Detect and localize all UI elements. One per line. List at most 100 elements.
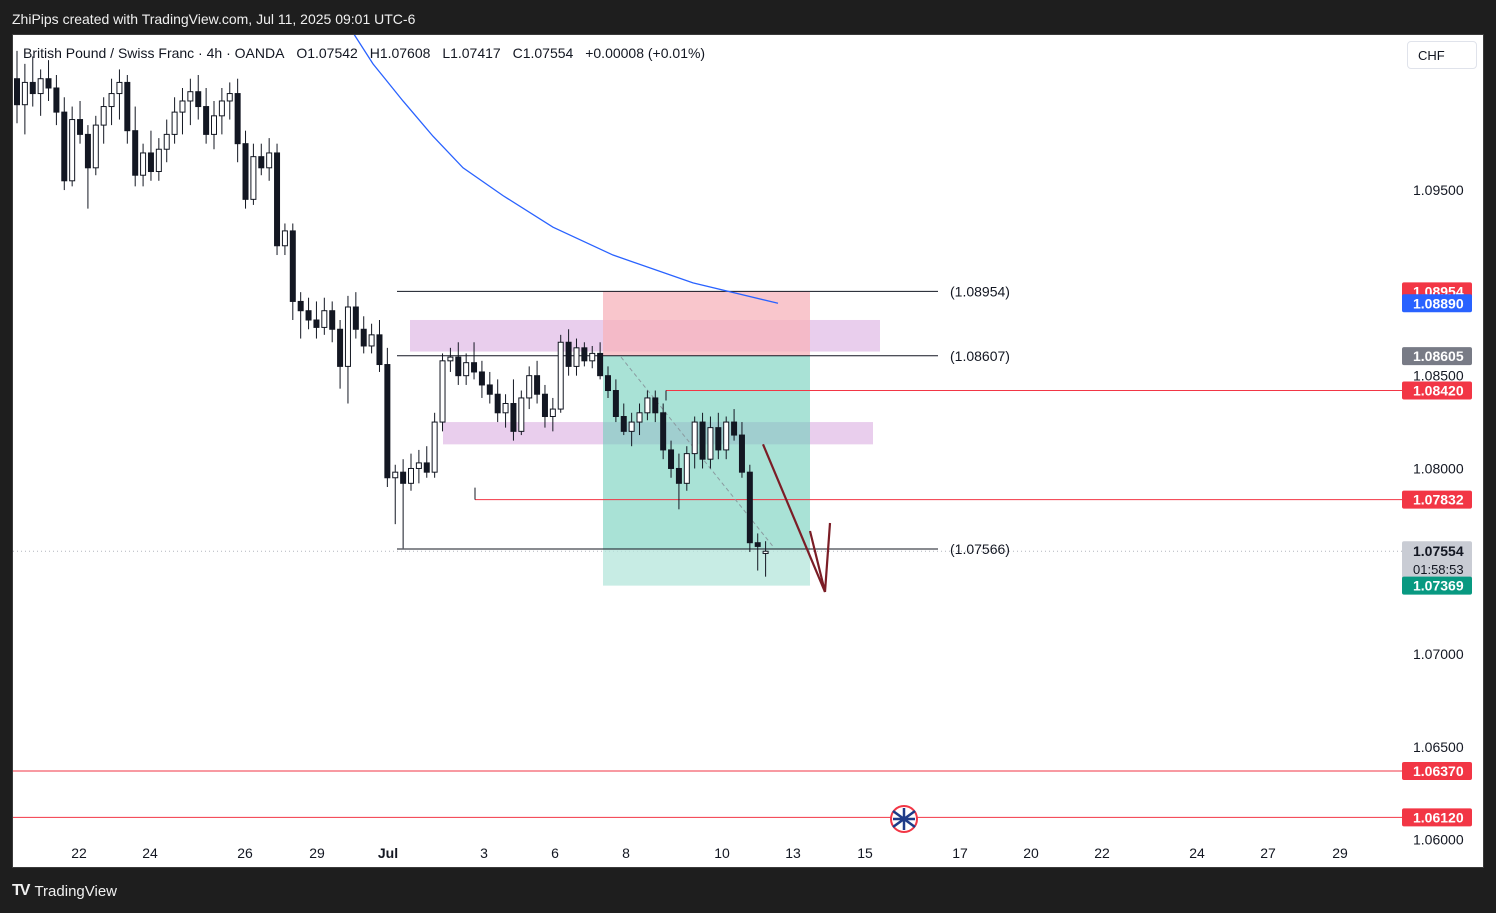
price-tag <box>1402 490 1472 509</box>
candle-body <box>652 397 659 414</box>
y-axis-tick-label: 1.06500 <box>1413 739 1464 755</box>
x-axis-tick-label: 24 <box>142 845 158 861</box>
candle-body <box>447 356 454 362</box>
candle-body <box>53 87 60 113</box>
candle-body <box>226 93 233 102</box>
candle-body <box>636 412 643 423</box>
candle-body <box>612 390 619 418</box>
candle-body <box>289 230 296 302</box>
countdown-label: 01:58:53 <box>1413 562 1464 577</box>
candle-body <box>675 467 682 484</box>
candle-body <box>360 328 367 347</box>
candle-body <box>668 449 675 469</box>
candle-body <box>534 375 541 395</box>
candle-body <box>486 384 493 395</box>
candle-body <box>620 416 627 432</box>
price-tag-label: 1.08420 <box>1413 383 1464 399</box>
candle-body <box>762 550 769 554</box>
symbol-legend: British Pound / Swiss Franc · 4h · OANDA… <box>23 45 713 61</box>
ohlc-high: H1.07608 <box>369 45 431 61</box>
candle-body <box>494 393 501 414</box>
candle-body <box>329 310 336 330</box>
projection-arrowhead <box>808 522 832 593</box>
candle-body <box>124 81 131 132</box>
x-axis-tick-label: 27 <box>1260 845 1276 861</box>
candle-body <box>439 360 446 423</box>
candle-body <box>37 78 44 95</box>
candle-body <box>597 352 604 377</box>
price-tag-label: 1.08605 <box>1413 348 1464 364</box>
candle-body <box>21 81 28 106</box>
symbol-name[interactable]: British Pound / Swiss Franc · 4h · OANDA <box>23 45 285 61</box>
candle-body <box>187 91 194 102</box>
candle-body <box>431 421 438 473</box>
price-tag-label: 1.07554 <box>1413 543 1464 559</box>
tradingview-logo-text: TradingView <box>34 882 117 900</box>
chart-pane[interactable]: (1.08954) (1.08607) (1.07566) 1.09500 1.0850… <box>12 34 1484 868</box>
candle-body <box>132 130 139 176</box>
candle-body <box>581 347 588 362</box>
tradingview-logo[interactable]: TV TradingView <box>12 882 117 900</box>
candle-body <box>510 403 517 432</box>
publisher-caption: ZhiPips created with TradingView.com, Ju… <box>12 11 416 27</box>
ohlc-low: L1.07417 <box>442 45 501 61</box>
candle-body <box>305 310 312 321</box>
y-axis-tick-label: 1.08500 <box>1413 368 1464 384</box>
candle-body <box>69 119 76 182</box>
candle-body <box>526 375 533 399</box>
level-label: (1.07566) <box>950 541 1010 557</box>
level-label: (1.08954) <box>950 283 1010 299</box>
candle-body <box>45 78 52 89</box>
candle-body <box>179 100 186 113</box>
candle-body <box>195 91 202 108</box>
y-axis-tick-label: 1.09500 <box>1413 182 1464 198</box>
candle-body <box>116 81 123 95</box>
ohlc-open: O1.07542 <box>296 45 358 61</box>
price-tag <box>1402 808 1472 827</box>
x-axis-tick-label: 10 <box>714 845 730 861</box>
currency-button[interactable]: CHF <box>1407 41 1477 69</box>
candle-body <box>274 152 281 247</box>
candle-body <box>557 341 564 410</box>
x-axis-tick-label: 22 <box>71 845 87 861</box>
ohlc-close: C1.07554 <box>512 45 574 61</box>
candle-body <box>242 143 249 200</box>
candle-body <box>423 462 430 473</box>
candle-body <box>731 421 738 436</box>
price-chart-svg[interactable]: (1.08954) (1.08607) (1.07566) 1.09500 1.0850… <box>13 35 1483 867</box>
candle-body <box>707 427 714 460</box>
tradingview-logo-icon: TV <box>12 882 31 899</box>
x-axis-tick-label: 22 <box>1094 845 1110 861</box>
candle-body <box>660 412 667 451</box>
candle-body <box>518 397 525 432</box>
price-tag <box>1402 381 1472 400</box>
price-tag-label: 1.08890 <box>1413 295 1464 311</box>
x-axis-tick-label: 20 <box>1023 845 1039 861</box>
candle-body <box>408 467 414 484</box>
candle-body <box>628 421 635 432</box>
candle-body <box>108 93 115 108</box>
candle-body <box>376 334 383 366</box>
y-axis-tick-label: 1.07000 <box>1413 646 1464 662</box>
candle-body <box>234 93 241 145</box>
price-tag <box>1402 541 1472 580</box>
candle-body <box>337 328 344 367</box>
candle-body <box>368 334 375 347</box>
zone-short-stop <box>603 291 810 356</box>
candle-body <box>549 408 556 418</box>
candle-body <box>471 362 478 373</box>
candle-body <box>211 115 217 135</box>
x-axis-tick-label: 6 <box>551 845 559 861</box>
candle-body <box>683 453 690 484</box>
x-axis-tick-label: 26 <box>237 845 253 861</box>
candle-body <box>502 403 509 414</box>
x-axis-tick-label: 17 <box>952 845 968 861</box>
candle-body <box>478 371 485 386</box>
candle-body <box>541 393 548 418</box>
projection-arrow <box>761 443 827 593</box>
candle-body <box>565 341 572 367</box>
candle-body <box>691 421 698 455</box>
candle-body <box>218 100 225 117</box>
candle-body <box>392 471 399 479</box>
uk-flag-icon-cross <box>892 808 916 830</box>
